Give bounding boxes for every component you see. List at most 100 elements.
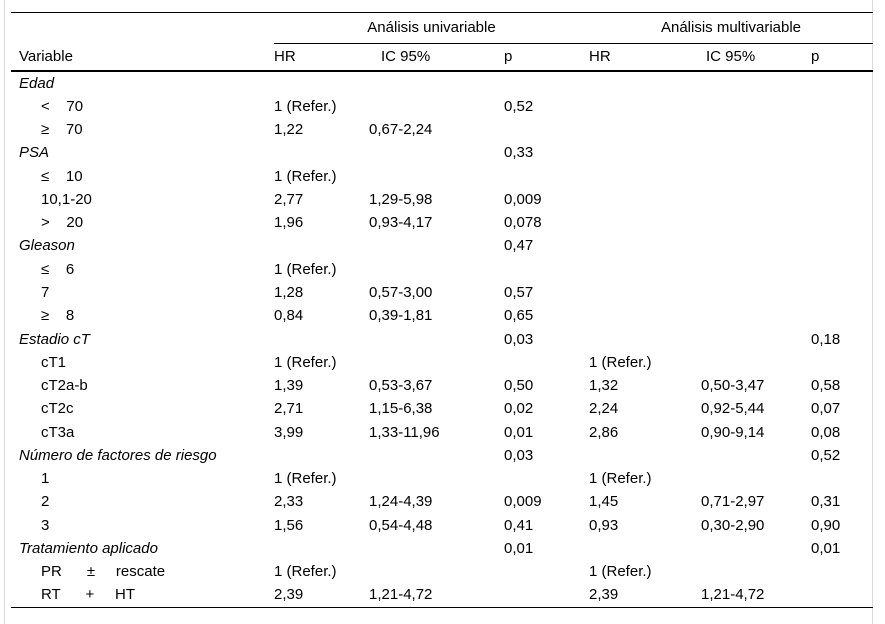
hr-multivariable-cell: 2,39 xyxy=(589,586,619,604)
hr-univariable-column-header: HR xyxy=(274,42,369,70)
table-row: 3 1,56 0,54-4,48 0,41 0,93 0,30-2,90 0,90 xyxy=(11,514,873,537)
hr-multivariable-cell xyxy=(589,444,701,467)
hr-multivariable-cell xyxy=(589,537,701,560)
hr-univariable-cell: 1,22 xyxy=(274,121,304,139)
ic95-univariable-cell xyxy=(369,165,504,188)
p-univariable-cell xyxy=(504,72,589,95)
p-multivariable-cell xyxy=(811,141,873,164)
ic95-multivariable-cell: 0,30-2,90 xyxy=(701,516,765,534)
hr-univariable-cell: 2,77 xyxy=(274,190,304,208)
hr-univariable-cell: 1 (Refer.) xyxy=(274,97,337,115)
table-body: Edad < 70 1 (Refer.) 0,52 ≥ 70 1,22 0,67-2,24 P… xyxy=(11,72,873,607)
variable-cell: cT2a-b xyxy=(41,377,88,395)
table-row: cT1 1 (Refer.) 1 (Refer.) xyxy=(11,351,873,374)
p-multivariable-cell xyxy=(811,583,873,606)
p-univariable-cell: 0,03 xyxy=(504,330,534,348)
ic95-univariable-cell xyxy=(369,351,504,374)
ic95-multivariable-cell: 0,90-9,14 xyxy=(701,423,765,441)
hr-univariable-cell xyxy=(274,537,369,560)
p-univariable-cell: 0,41 xyxy=(504,516,534,534)
ic95-univariable-cell: 1,21-4,72 xyxy=(369,586,433,604)
ic95-multivariable-cell xyxy=(701,281,811,304)
hr-multivariable-cell xyxy=(589,141,701,164)
hr-univariable-cell: 1 (Refer.) xyxy=(274,470,337,488)
ic95-multivariable-cell xyxy=(701,234,811,257)
variable-cell: PR ± rescate xyxy=(41,563,166,581)
ic95-univariable-cell: 0,93-4,17 xyxy=(369,214,433,232)
variable-cell: 3 xyxy=(41,516,50,534)
hr-multivariable-cell xyxy=(589,304,701,327)
p-multivariable-cell xyxy=(811,467,873,490)
table-row: > 20 1,96 0,93-4,17 0,078 xyxy=(11,211,873,234)
column-header-row: Variable HR IC 95% p HR IC 95% p xyxy=(11,42,873,72)
hr-univariable-cell: 3,99 xyxy=(274,423,304,441)
hr-multivariable-cell xyxy=(589,281,701,304)
variable-cell: RT + HT xyxy=(41,586,136,604)
table-row: 2 2,33 1,24-4,39 0,009 1,45 0,71-2,97 0,31 xyxy=(11,490,873,513)
ic95-univariable-cell: 0,53-3,67 xyxy=(369,377,433,395)
ic95-multivariable-cell xyxy=(701,211,811,234)
ic95-univariable-cell xyxy=(369,258,504,281)
table-row: PSA 0,33 xyxy=(11,141,873,164)
p-univariable-cell: 0,02 xyxy=(504,400,534,418)
hr-univariable-cell xyxy=(274,72,369,95)
ic95-univariable-cell: 0,54-4,48 xyxy=(369,516,433,534)
hr-multivariable-cell xyxy=(589,72,701,95)
table-row: 1 1 (Refer.) 1 (Refer.) xyxy=(11,467,873,490)
hazard-ratio-table: Análisis univariable Análisis multivaria… xyxy=(11,12,873,608)
ic95-multivariable-cell xyxy=(701,351,811,374)
hr-multivariable-cell: 0,93 xyxy=(589,516,619,534)
table-row: cT2a-b 1,39 0,53-3,67 0,50 1,32 0,50-3,47 0,58 xyxy=(11,374,873,397)
hr-univariable-cell xyxy=(274,141,369,164)
p-multivariable-cell xyxy=(811,188,873,211)
hr-univariable-cell xyxy=(274,327,369,350)
p-multivariable-cell xyxy=(811,72,873,95)
p-multivariable-cell xyxy=(811,95,873,118)
variable-cell: 7 xyxy=(41,284,50,302)
hr-multivariable-cell: 1 (Refer.) xyxy=(589,563,652,581)
p-univariable-cell xyxy=(504,118,589,141)
hr-multivariable-cell: 2,24 xyxy=(589,400,619,418)
p-multivariable-cell xyxy=(811,234,873,257)
p-multivariable-cell xyxy=(811,304,873,327)
hr-multivariable-column-header: HR xyxy=(589,42,701,70)
variable-cell: ≥ 8 xyxy=(41,307,75,325)
table-row: ≤ 10 1 (Refer.) xyxy=(11,165,873,188)
p-univariable-cell: 0,01 xyxy=(504,423,534,441)
ic95-multivariable-cell: 1,21-4,72 xyxy=(701,586,765,604)
table-row: Número de factores de riesgo 0,03 0,52 xyxy=(11,444,873,467)
hr-multivariable-cell xyxy=(589,95,701,118)
p-multivariable-cell xyxy=(811,258,873,281)
ic95-univariable-cell: 1,33-11,96 xyxy=(369,423,440,441)
ic95-multivariable-cell xyxy=(701,467,811,490)
univariable-analysis-header: Análisis univariable xyxy=(367,19,496,37)
table-row: < 70 1 (Refer.) 0,52 xyxy=(11,95,873,118)
p-multivariable-cell xyxy=(811,118,873,141)
ic95-univariable-cell: 0,39-1,81 xyxy=(369,307,433,325)
p-univariable-cell: 0,57 xyxy=(504,284,534,302)
variable-cell: 10,1-20 xyxy=(41,190,92,208)
ic95-univariable-cell xyxy=(369,537,504,560)
ic95-multivariable-cell xyxy=(701,560,811,583)
p-univariable-cell xyxy=(504,560,589,583)
p-univariable-column-header: p xyxy=(504,42,589,70)
table-row: ≤ 6 1 (Refer.) xyxy=(11,258,873,281)
hr-multivariable-cell xyxy=(589,211,701,234)
table-row: Tratamiento aplicado 0,01 0,01 xyxy=(11,537,873,560)
ic95-multivariable-cell xyxy=(701,118,811,141)
table-row: 7 1,28 0,57-3,00 0,57 xyxy=(11,281,873,304)
hr-univariable-cell: 2,71 xyxy=(274,400,304,418)
ic95-univariable-cell: 1,29-5,98 xyxy=(369,190,433,208)
p-univariable-cell: 0,078 xyxy=(504,214,542,232)
p-univariable-cell xyxy=(504,351,589,374)
p-multivariable-cell: 0,31 xyxy=(811,493,841,511)
variable-cell: < 70 xyxy=(41,97,84,115)
hr-univariable-cell: 1,56 xyxy=(274,516,304,534)
hr-univariable-cell: 1 (Refer.) xyxy=(274,260,337,278)
ic95-multivariable-cell xyxy=(701,304,811,327)
p-multivariable-cell xyxy=(811,281,873,304)
p-univariable-cell xyxy=(504,258,589,281)
p-multivariable-cell xyxy=(811,351,873,374)
hr-univariable-cell: 2,39 xyxy=(274,586,304,604)
p-multivariable-cell: 0,18 xyxy=(811,330,841,348)
